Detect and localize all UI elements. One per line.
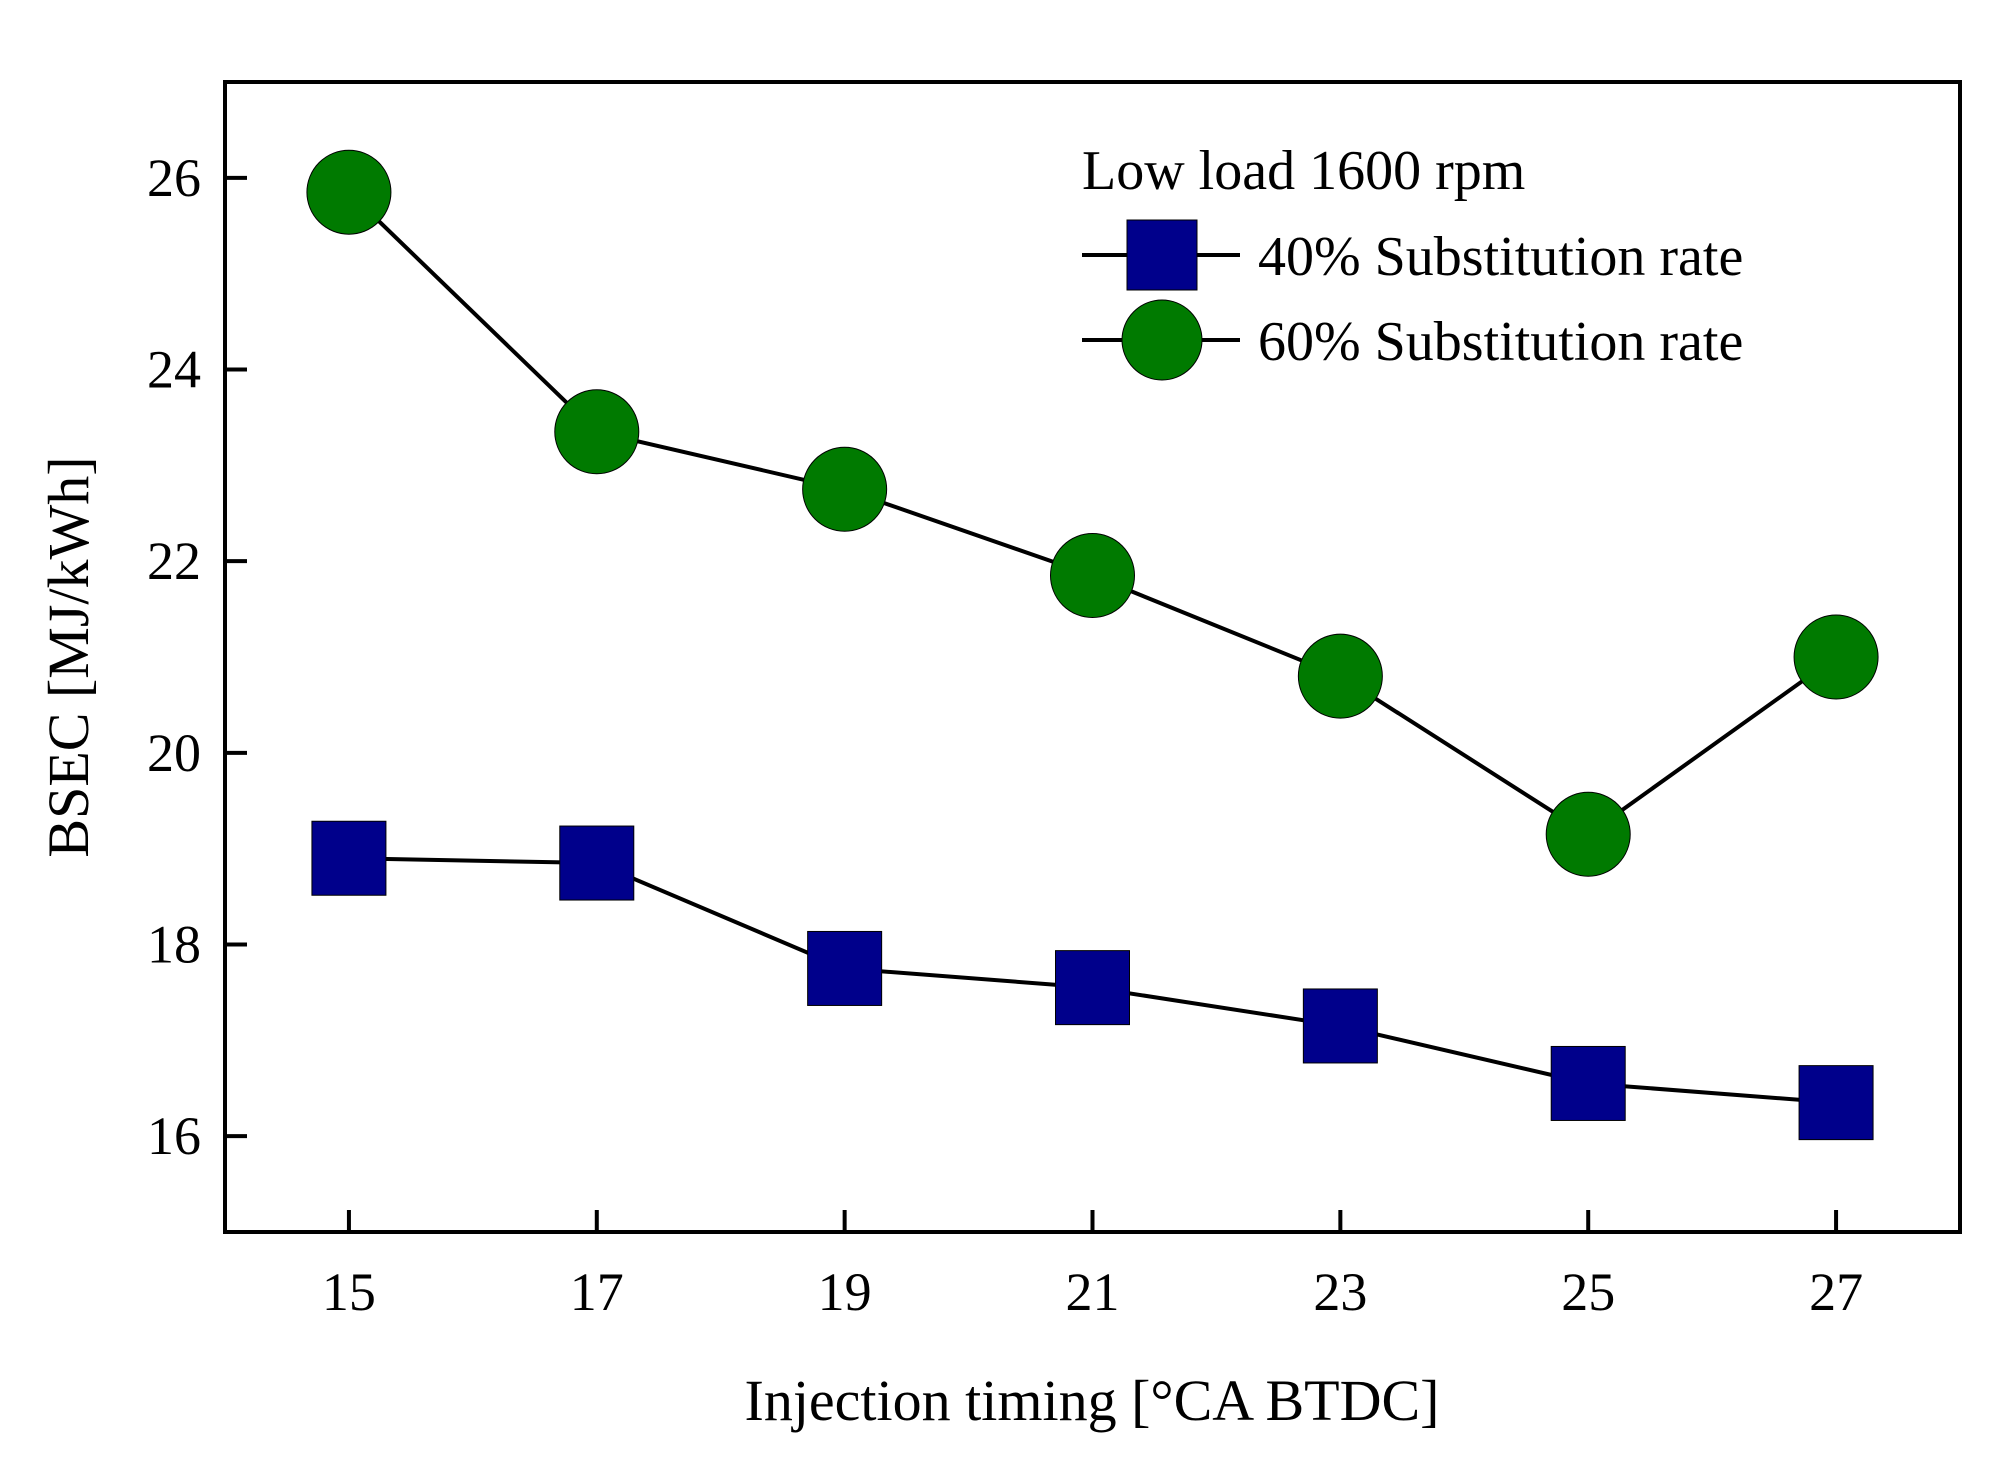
legend: Low load 1600 rpm 40% Substitution rate …: [1082, 140, 1743, 381]
data-point-60: [1297, 633, 1383, 719]
data-point-60: [306, 149, 392, 235]
legend-label-60: 60% Substitution rate: [1258, 311, 1743, 373]
data-point-60: [1545, 791, 1631, 877]
y-axis-title: BSEC [MJ/kWh]: [36, 456, 101, 857]
series-line-60: [347, 190, 1838, 837]
y-tick-label: 16: [147, 1106, 201, 1166]
data-point-40: [559, 825, 635, 901]
data-point-40: [807, 930, 883, 1006]
y-tick-label: 22: [147, 531, 201, 591]
data-point-40: [311, 820, 387, 896]
y-tick-label: 26: [147, 148, 201, 208]
data-point-40: [1055, 950, 1130, 1026]
x-tick-label: 21: [1066, 1262, 1120, 1322]
data-point-60: [554, 389, 640, 475]
data-point-60: [1793, 614, 1879, 700]
series-layer: [306, 149, 1879, 1141]
x-axis: 15 17 19 21 23 25 27: [322, 1210, 1863, 1322]
legend-marker-40-square: [1126, 219, 1198, 291]
y-tick-label: 20: [147, 723, 201, 783]
data-point-60: [1050, 533, 1135, 619]
data-point-40: [1550, 1045, 1626, 1121]
data-point-60: [802, 446, 888, 532]
x-axis-title: Injection timing [°CA BTDC]: [745, 1368, 1440, 1433]
y-tick-label: 24: [147, 340, 201, 400]
x-tick-label: 23: [1313, 1262, 1367, 1322]
legend-marker-60-circle: [1121, 299, 1203, 381]
legend-label-40: 40% Substitution rate: [1258, 226, 1743, 288]
x-tick-label: 27: [1809, 1262, 1863, 1322]
data-point-40: [1798, 1065, 1874, 1141]
x-tick-label: 25: [1561, 1262, 1615, 1322]
x-tick-label: 19: [818, 1262, 872, 1322]
x-tick-label: 15: [322, 1262, 376, 1322]
y-axis: 16 18 20 22 24 26: [147, 148, 247, 1166]
x-tick-label: 17: [570, 1262, 624, 1322]
y-tick-label: 18: [147, 915, 201, 975]
data-point-40: [1302, 988, 1378, 1064]
legend-title: Low load 1600 rpm: [1082, 140, 1525, 202]
